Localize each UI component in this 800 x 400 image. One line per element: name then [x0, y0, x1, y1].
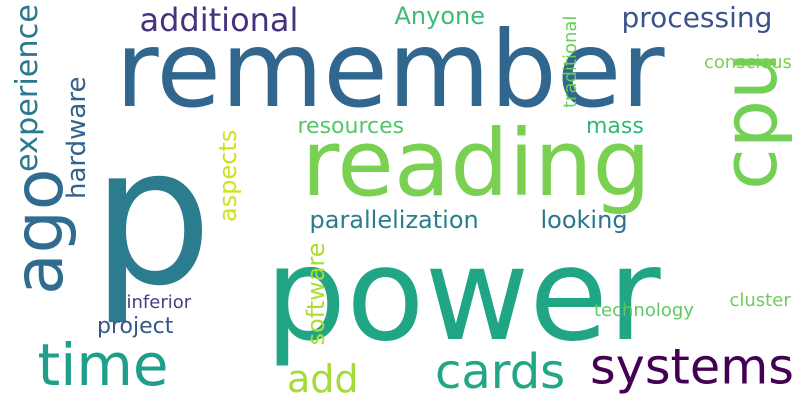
- word-systems: systems: [590, 337, 794, 396]
- word-project: project: [97, 314, 174, 339]
- word-remember: remember: [115, 9, 665, 131]
- word-resources: resources: [297, 114, 405, 139]
- word-anyone: Anyone: [394, 2, 486, 30]
- word-traditional: traditional: [560, 15, 581, 108]
- word-add: add: [287, 357, 359, 400]
- word-looking: looking: [540, 206, 628, 234]
- word-mass: mass: [586, 114, 644, 139]
- word-experience: experience: [10, 4, 45, 172]
- word-conscious: conscious: [704, 52, 792, 73]
- word-power: power: [265, 221, 661, 370]
- word-software: software: [302, 242, 330, 346]
- word-parallelization: parallelization: [309, 206, 479, 234]
- word-p: p: [91, 105, 213, 328]
- word-aspects: aspects: [214, 129, 242, 222]
- word-processing: processing: [621, 1, 773, 34]
- word-reading: reading: [301, 110, 651, 217]
- word-time: time: [37, 331, 169, 399]
- word-cards: cards: [435, 344, 566, 400]
- word-cluster: cluster: [729, 290, 791, 311]
- word-technology: technology: [594, 300, 694, 321]
- word-inferior: inferior: [126, 292, 192, 313]
- word-additional: additional: [139, 1, 299, 39]
- word-hardware: hardware: [62, 76, 92, 199]
